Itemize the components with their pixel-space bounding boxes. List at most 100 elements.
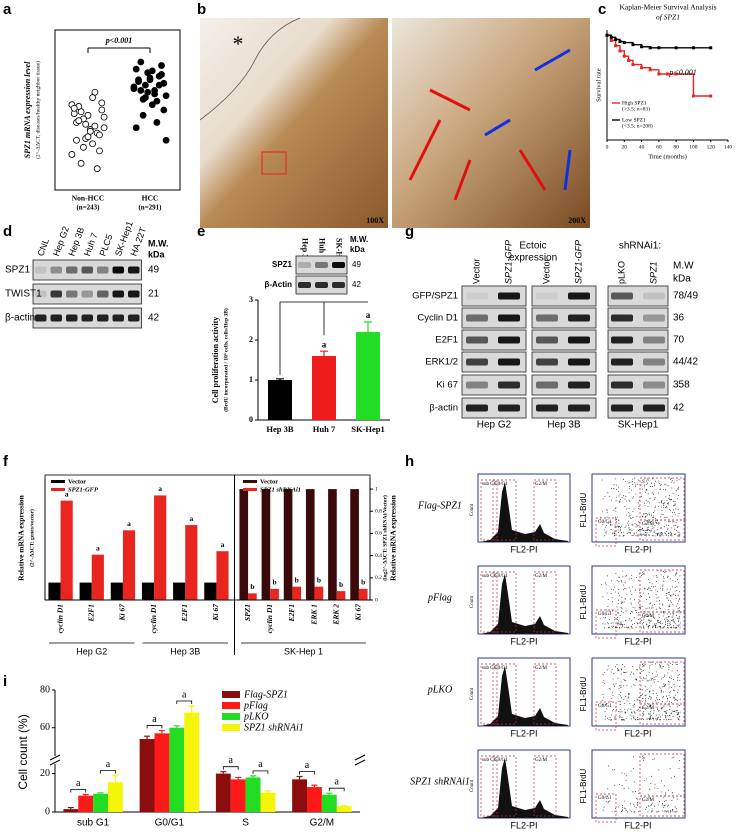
censor-mark (640, 45, 644, 49)
y-tick-label: 2 (249, 335, 253, 344)
band (315, 282, 328, 288)
mw-unit: kDa (148, 249, 166, 259)
error-bar (326, 792, 333, 795)
error-bar (276, 378, 284, 380)
error-bar (82, 793, 89, 796)
y-tick-label: 20 (40, 768, 50, 779)
significance: b (361, 578, 365, 587)
error-bar (296, 775, 303, 780)
data-point (98, 106, 106, 114)
bar (230, 779, 246, 812)
band (128, 290, 140, 298)
histogram (480, 574, 568, 634)
bracket (176, 700, 193, 705)
bar (139, 739, 155, 812)
data-point (158, 71, 165, 78)
gate-label: G0/G1 (598, 520, 612, 525)
band (536, 381, 558, 389)
gate-label: G2/M (642, 614, 655, 619)
axis-break (49, 754, 61, 761)
panel-label: g (405, 223, 414, 240)
mw-value: 358 (673, 380, 690, 391)
censor-mark (709, 94, 713, 98)
blot (607, 397, 669, 419)
data-point (139, 111, 147, 119)
y-title: Relative mRNA expression (389, 494, 398, 581)
bracket (328, 787, 345, 792)
gate-label: sub G1 (482, 482, 497, 487)
micrograph (392, 18, 590, 228)
band (315, 262, 328, 268)
band (643, 292, 665, 300)
blot (461, 285, 527, 307)
legend-label: SPZ1 shRNAi1 (260, 486, 301, 493)
error-bar (264, 790, 271, 793)
axis-label: FL2-PI (624, 728, 651, 738)
data-point (155, 81, 163, 89)
bar (184, 712, 200, 812)
dotplot-frame (591, 657, 686, 727)
y-tick-label: 0.2 (375, 575, 382, 581)
column-label: Vector (471, 258, 481, 284)
significance: a (229, 755, 234, 766)
censor-mark (691, 46, 695, 50)
data-point (75, 117, 83, 125)
censor-mark (631, 63, 635, 67)
blot (531, 307, 597, 329)
censor-mark (622, 54, 626, 58)
dots (602, 756, 680, 813)
error-bar (112, 774, 119, 783)
band (332, 262, 345, 268)
histogram (480, 758, 568, 818)
column-label: Huh 7 (318, 238, 327, 259)
gate (595, 517, 617, 547)
mw-value: 42 (148, 313, 160, 324)
x-tick-label: Ki 67 (118, 604, 127, 622)
legend-swatch (51, 488, 65, 491)
arrow (408, 119, 442, 181)
band (536, 314, 558, 322)
axis-label: FL2-PI (510, 820, 537, 830)
cell-label: SK-Hep1 (618, 420, 659, 431)
gate-label: G2/M (642, 798, 655, 803)
bar (261, 489, 271, 600)
dots (601, 661, 681, 721)
y-title: Cell proliferation activity (211, 317, 220, 404)
x-tick-label: G0/G1 (155, 818, 185, 829)
y-tick-label: 0.4 (375, 553, 382, 559)
row-label: β-Actin (264, 280, 292, 289)
band (643, 336, 665, 344)
arrow (534, 48, 571, 72)
bar (185, 525, 198, 600)
plot-frame (44, 474, 371, 601)
significance: a (189, 514, 193, 523)
y-tick-label: 60 (40, 722, 50, 733)
legend-label: Vector (260, 478, 278, 485)
y-title: Relative mRNA expression (17, 494, 26, 581)
band (97, 266, 109, 274)
y-tick-label: 0.8 (375, 509, 382, 515)
data-point (146, 74, 154, 82)
plot-frame (54, 29, 181, 191)
blot (295, 255, 348, 275)
band (498, 314, 520, 322)
dots (600, 570, 681, 629)
error-bar (341, 805, 348, 807)
error-bar (311, 784, 318, 788)
band (298, 282, 311, 288)
star: * (233, 31, 244, 56)
row-label: Ki 67 (436, 380, 458, 391)
bar (314, 586, 324, 600)
band (536, 292, 558, 300)
bar (248, 593, 257, 600)
blot (531, 285, 597, 307)
band (50, 266, 62, 274)
error-bar (250, 775, 257, 778)
band (332, 282, 345, 288)
x-tick-label: E2F1 (86, 604, 95, 623)
blot (607, 374, 669, 396)
band (611, 314, 633, 322)
bar (305, 489, 315, 600)
error-bar (97, 792, 104, 794)
data-point (77, 108, 85, 116)
